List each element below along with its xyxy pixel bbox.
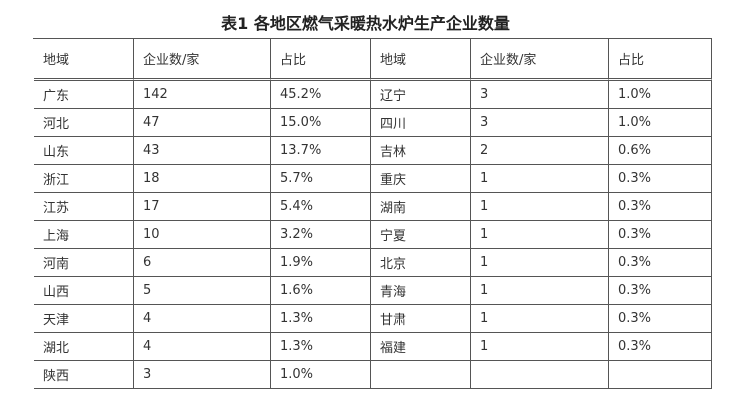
table-cell: 0.3% (609, 221, 712, 249)
header-cell: 地域 (371, 39, 471, 81)
table-cell: 4 (134, 305, 271, 333)
empty-cell (609, 361, 712, 389)
table-cell: 天津 (34, 305, 134, 333)
table-cell: 0.3% (609, 193, 712, 221)
table-cell: 15.0% (271, 109, 371, 137)
table-cell: 3 (471, 81, 609, 109)
table-cell: 宁夏 (371, 221, 471, 249)
table-cell: 1 (471, 249, 609, 277)
table-cell: 四川 (371, 109, 471, 137)
table-cell: 吉林 (371, 137, 471, 165)
table-cell: 3 (471, 109, 609, 137)
table-cell: 广东 (34, 81, 134, 109)
table-cell: 18 (134, 165, 271, 193)
table-cell: 福建 (371, 333, 471, 361)
header-cell: 企业数/家 (471, 39, 609, 81)
table-cell: 3 (134, 361, 271, 389)
table-cell: 17 (134, 193, 271, 221)
table-cell: 5 (134, 277, 271, 305)
table-cell: 1.3% (271, 305, 371, 333)
table-cell: 甘肃 (371, 305, 471, 333)
empty-cell (371, 361, 471, 389)
table-cell: 5.4% (271, 193, 371, 221)
table-cell: 河北 (34, 109, 134, 137)
table-cell: 上海 (34, 221, 134, 249)
empty-cell (471, 361, 609, 389)
table-title: 表1 各地区燃气采暖热水炉生产企业数量 (221, 14, 510, 33)
table-cell: 1 (471, 305, 609, 333)
header-cell: 地域 (34, 39, 134, 81)
table-cell: 1.0% (271, 361, 371, 389)
table-cell: 山东 (34, 137, 134, 165)
table-cell: 0.3% (609, 305, 712, 333)
table-cell: 13.7% (271, 137, 371, 165)
header-cell: 企业数/家 (134, 39, 271, 81)
table-cell: 湖南 (371, 193, 471, 221)
table-cell: 江苏 (34, 193, 134, 221)
table-cell: 山西 (34, 277, 134, 305)
table-cell: 1.0% (609, 81, 712, 109)
table-cell: 1 (471, 165, 609, 193)
table-cell: 湖北 (34, 333, 134, 361)
table-cell: 1.0% (609, 109, 712, 137)
table-cell: 辽宁 (371, 81, 471, 109)
table-cell: 45.2% (271, 81, 371, 109)
table-cell: 6 (134, 249, 271, 277)
table-cell: 2 (471, 137, 609, 165)
table-cell: 0.3% (609, 165, 712, 193)
table-cell: 1 (471, 221, 609, 249)
table-cell: 青海 (371, 277, 471, 305)
table-cell: 0.6% (609, 137, 712, 165)
table-cell: 5.7% (271, 165, 371, 193)
table-cell: 0.3% (609, 333, 712, 361)
header-cell: 占比 (271, 39, 371, 81)
table-cell: 1.3% (271, 333, 371, 361)
table-cell: 重庆 (371, 165, 471, 193)
table-cell: 北京 (371, 249, 471, 277)
header-cell: 占比 (609, 39, 712, 81)
table-cell: 47 (134, 109, 271, 137)
table-cell: 1 (471, 277, 609, 305)
table-cell: 43 (134, 137, 271, 165)
table-cell: 3.2% (271, 221, 371, 249)
table-cell: 1.9% (271, 249, 371, 277)
table-cell: 0.3% (609, 249, 712, 277)
table-cell: 浙江 (34, 165, 134, 193)
table-cell: 10 (134, 221, 271, 249)
table-cell: 陕西 (34, 361, 134, 389)
table-cell: 142 (134, 81, 271, 109)
table-cell: 1.6% (271, 277, 371, 305)
table-cell: 0.3% (609, 277, 712, 305)
table-cell: 河南 (34, 249, 134, 277)
table: 地域 企业数/家 占比 地域 企业数/家 占比 广东 142 45.2% 辽宁 3 1.0% 河北 47 1… (33, 38, 712, 389)
table-cell: 1 (471, 333, 609, 361)
table-cell: 1 (471, 193, 609, 221)
table-cell: 4 (134, 333, 271, 361)
